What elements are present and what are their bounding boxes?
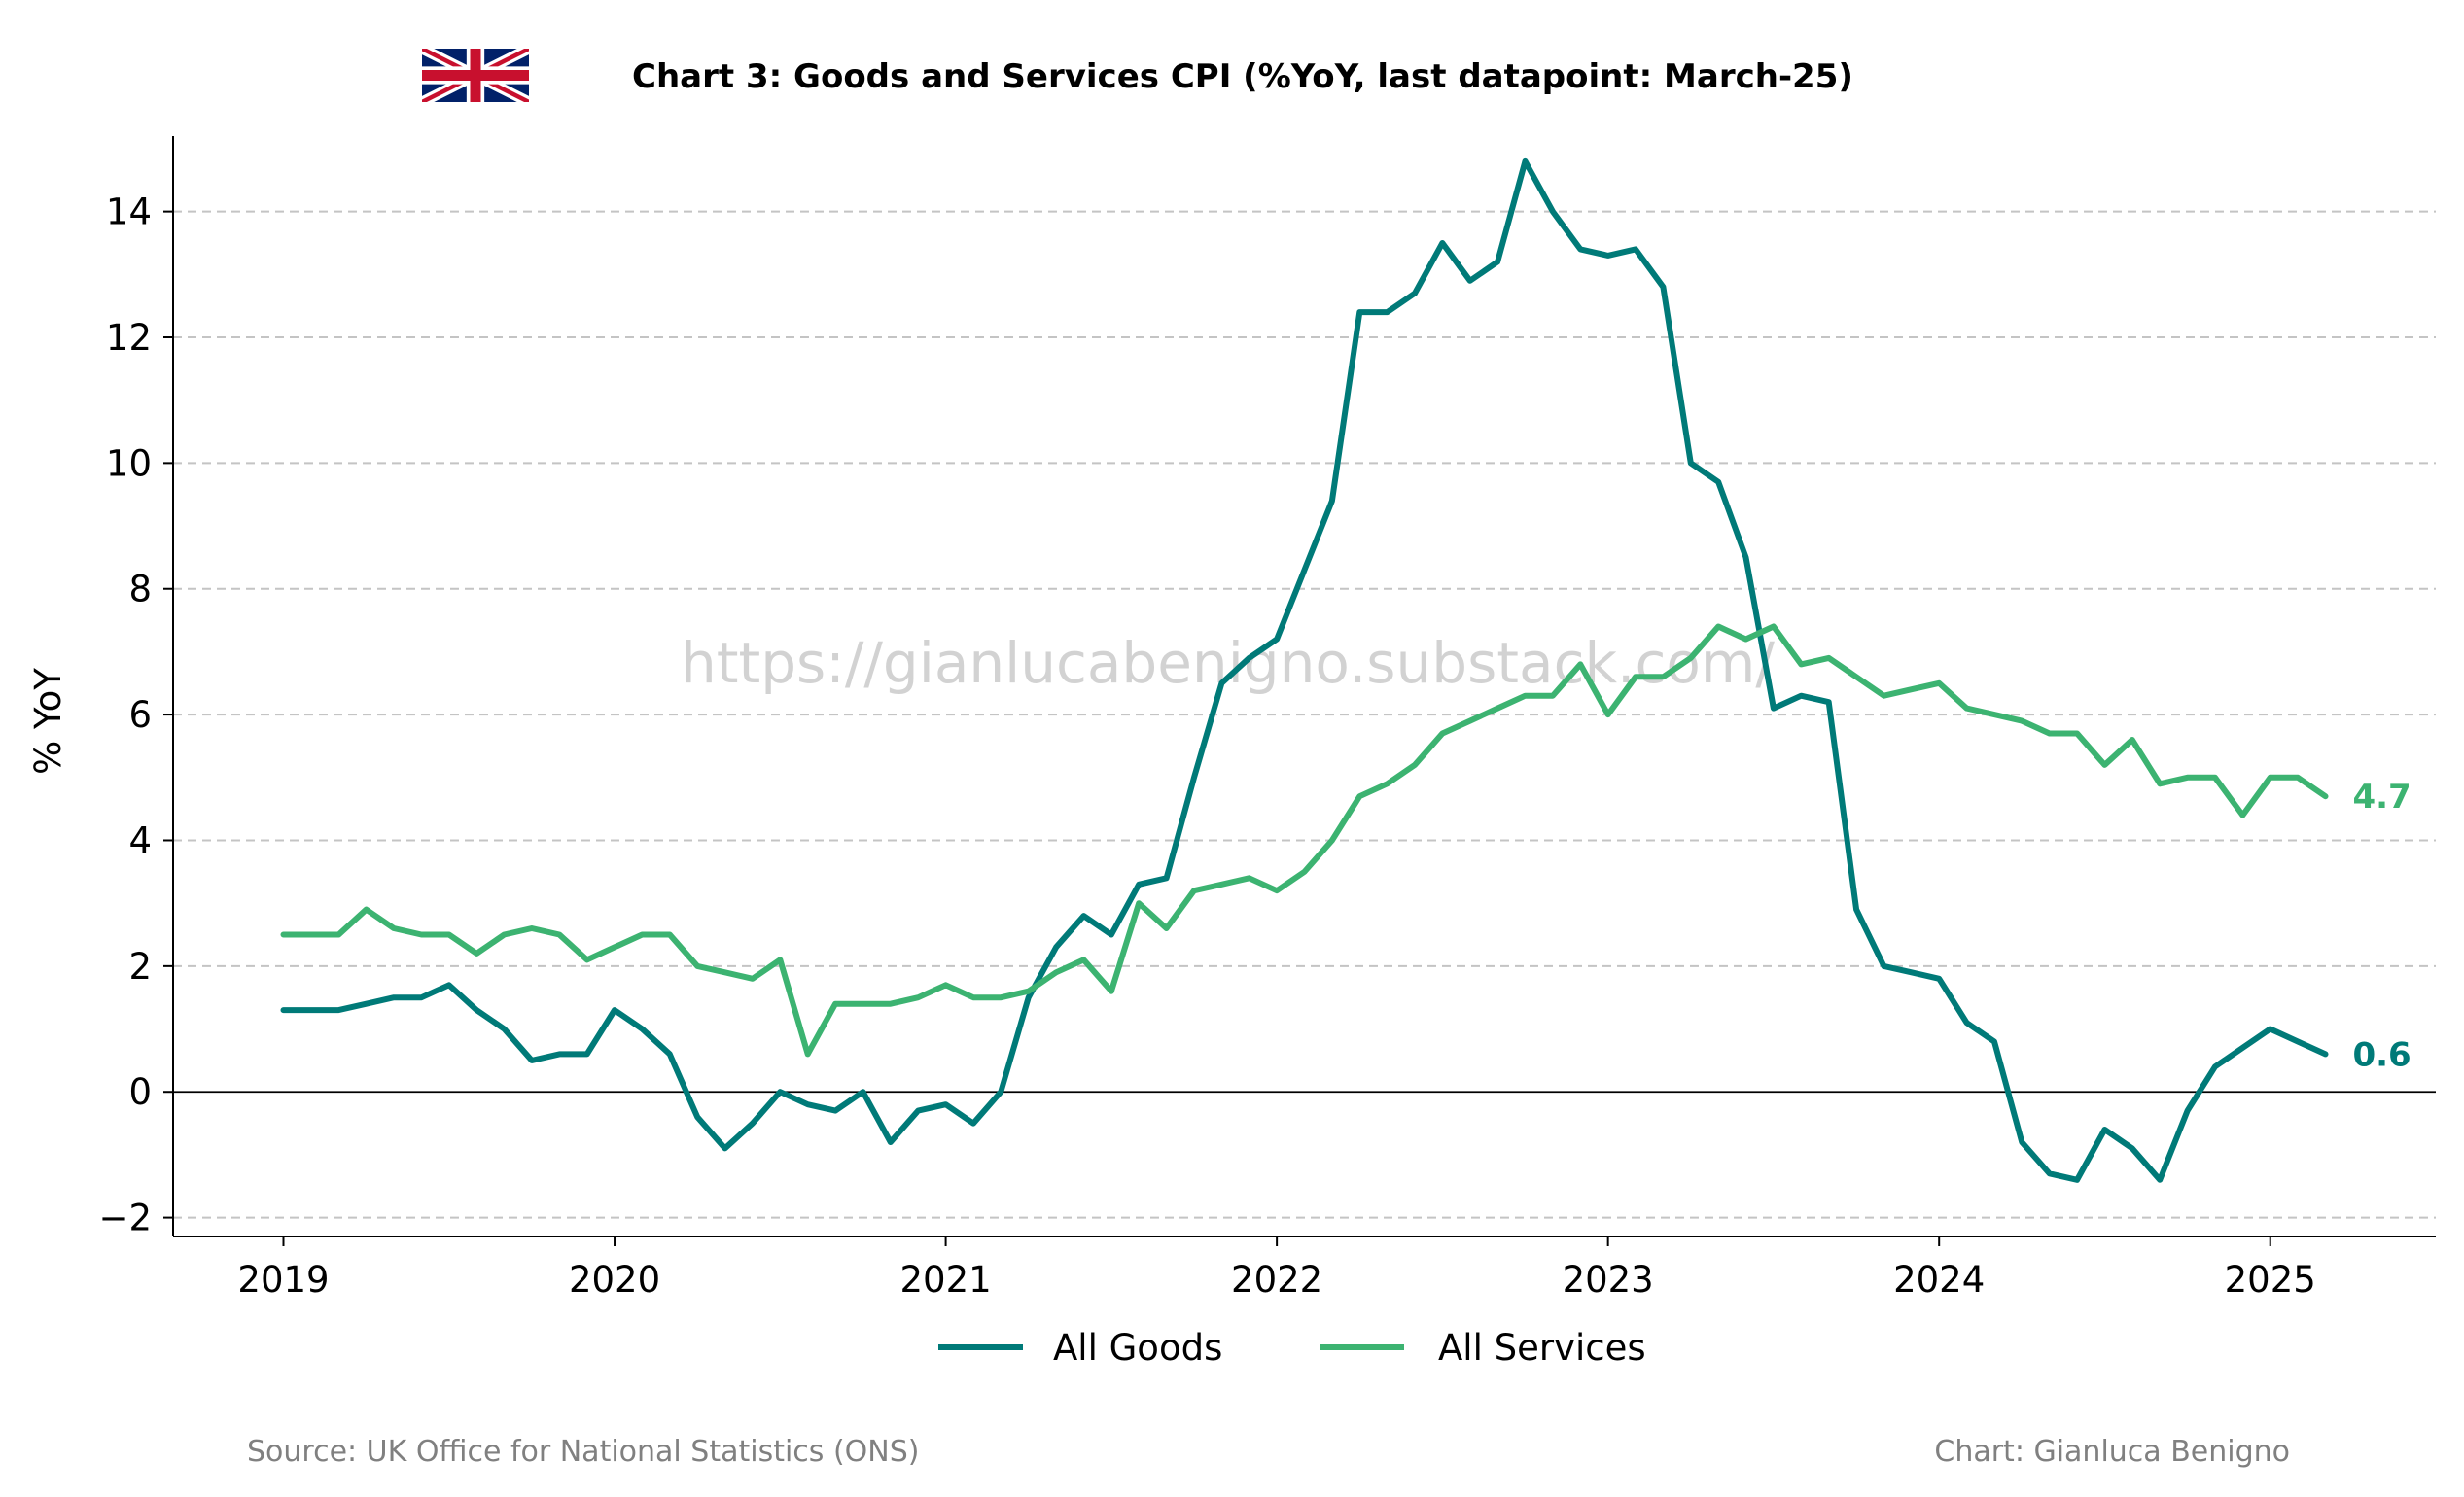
source-note: Source: UK Office for National Statistic… <box>247 1435 919 1469</box>
x-tick-label: 2025 <box>2225 1259 2316 1301</box>
watermark: https://gianlucabenigno.substack.com/ <box>681 630 1775 696</box>
y-tick-label: 14 <box>106 191 152 233</box>
x-tick-label: 2020 <box>569 1259 660 1301</box>
y-tick-label: 4 <box>128 819 152 861</box>
end-label-all-services: 4.7 <box>2352 778 2411 817</box>
chart-title: Chart 3: Goods and Services CPI (%YoY, l… <box>632 57 1853 96</box>
x-tick-label: 2021 <box>899 1259 991 1301</box>
series-line-all-goods <box>280 157 2329 1183</box>
series-line-all-services <box>280 623 2329 1058</box>
y-tick-label: 10 <box>106 442 152 484</box>
end-label-all-goods: 0.6 <box>2352 1035 2411 1074</box>
y-tick-label: 0 <box>128 1071 152 1113</box>
x-tick-label: 2022 <box>1231 1259 1322 1301</box>
y-tick-label: 8 <box>128 569 152 610</box>
x-tick-label: 2024 <box>1893 1259 1985 1301</box>
y-tick-label: −2 <box>98 1198 152 1239</box>
legend-label-all-services: All Services <box>1438 1327 1646 1369</box>
y-tick-label: 12 <box>106 317 152 359</box>
x-tick-label: 2019 <box>237 1259 329 1301</box>
uk-flag-icon <box>422 49 529 102</box>
legend-label-all-goods: All Goods <box>1053 1327 1222 1369</box>
y-tick-label: 2 <box>128 946 152 988</box>
chart-credit: Chart: Gianluca Benigno <box>1934 1435 2290 1469</box>
y-tick-label: 6 <box>128 694 152 736</box>
x-tick-label: 2023 <box>1563 1259 1654 1301</box>
legend: All Goods All Services <box>938 1327 1646 1369</box>
y-axis-label: % YoY <box>27 668 69 775</box>
